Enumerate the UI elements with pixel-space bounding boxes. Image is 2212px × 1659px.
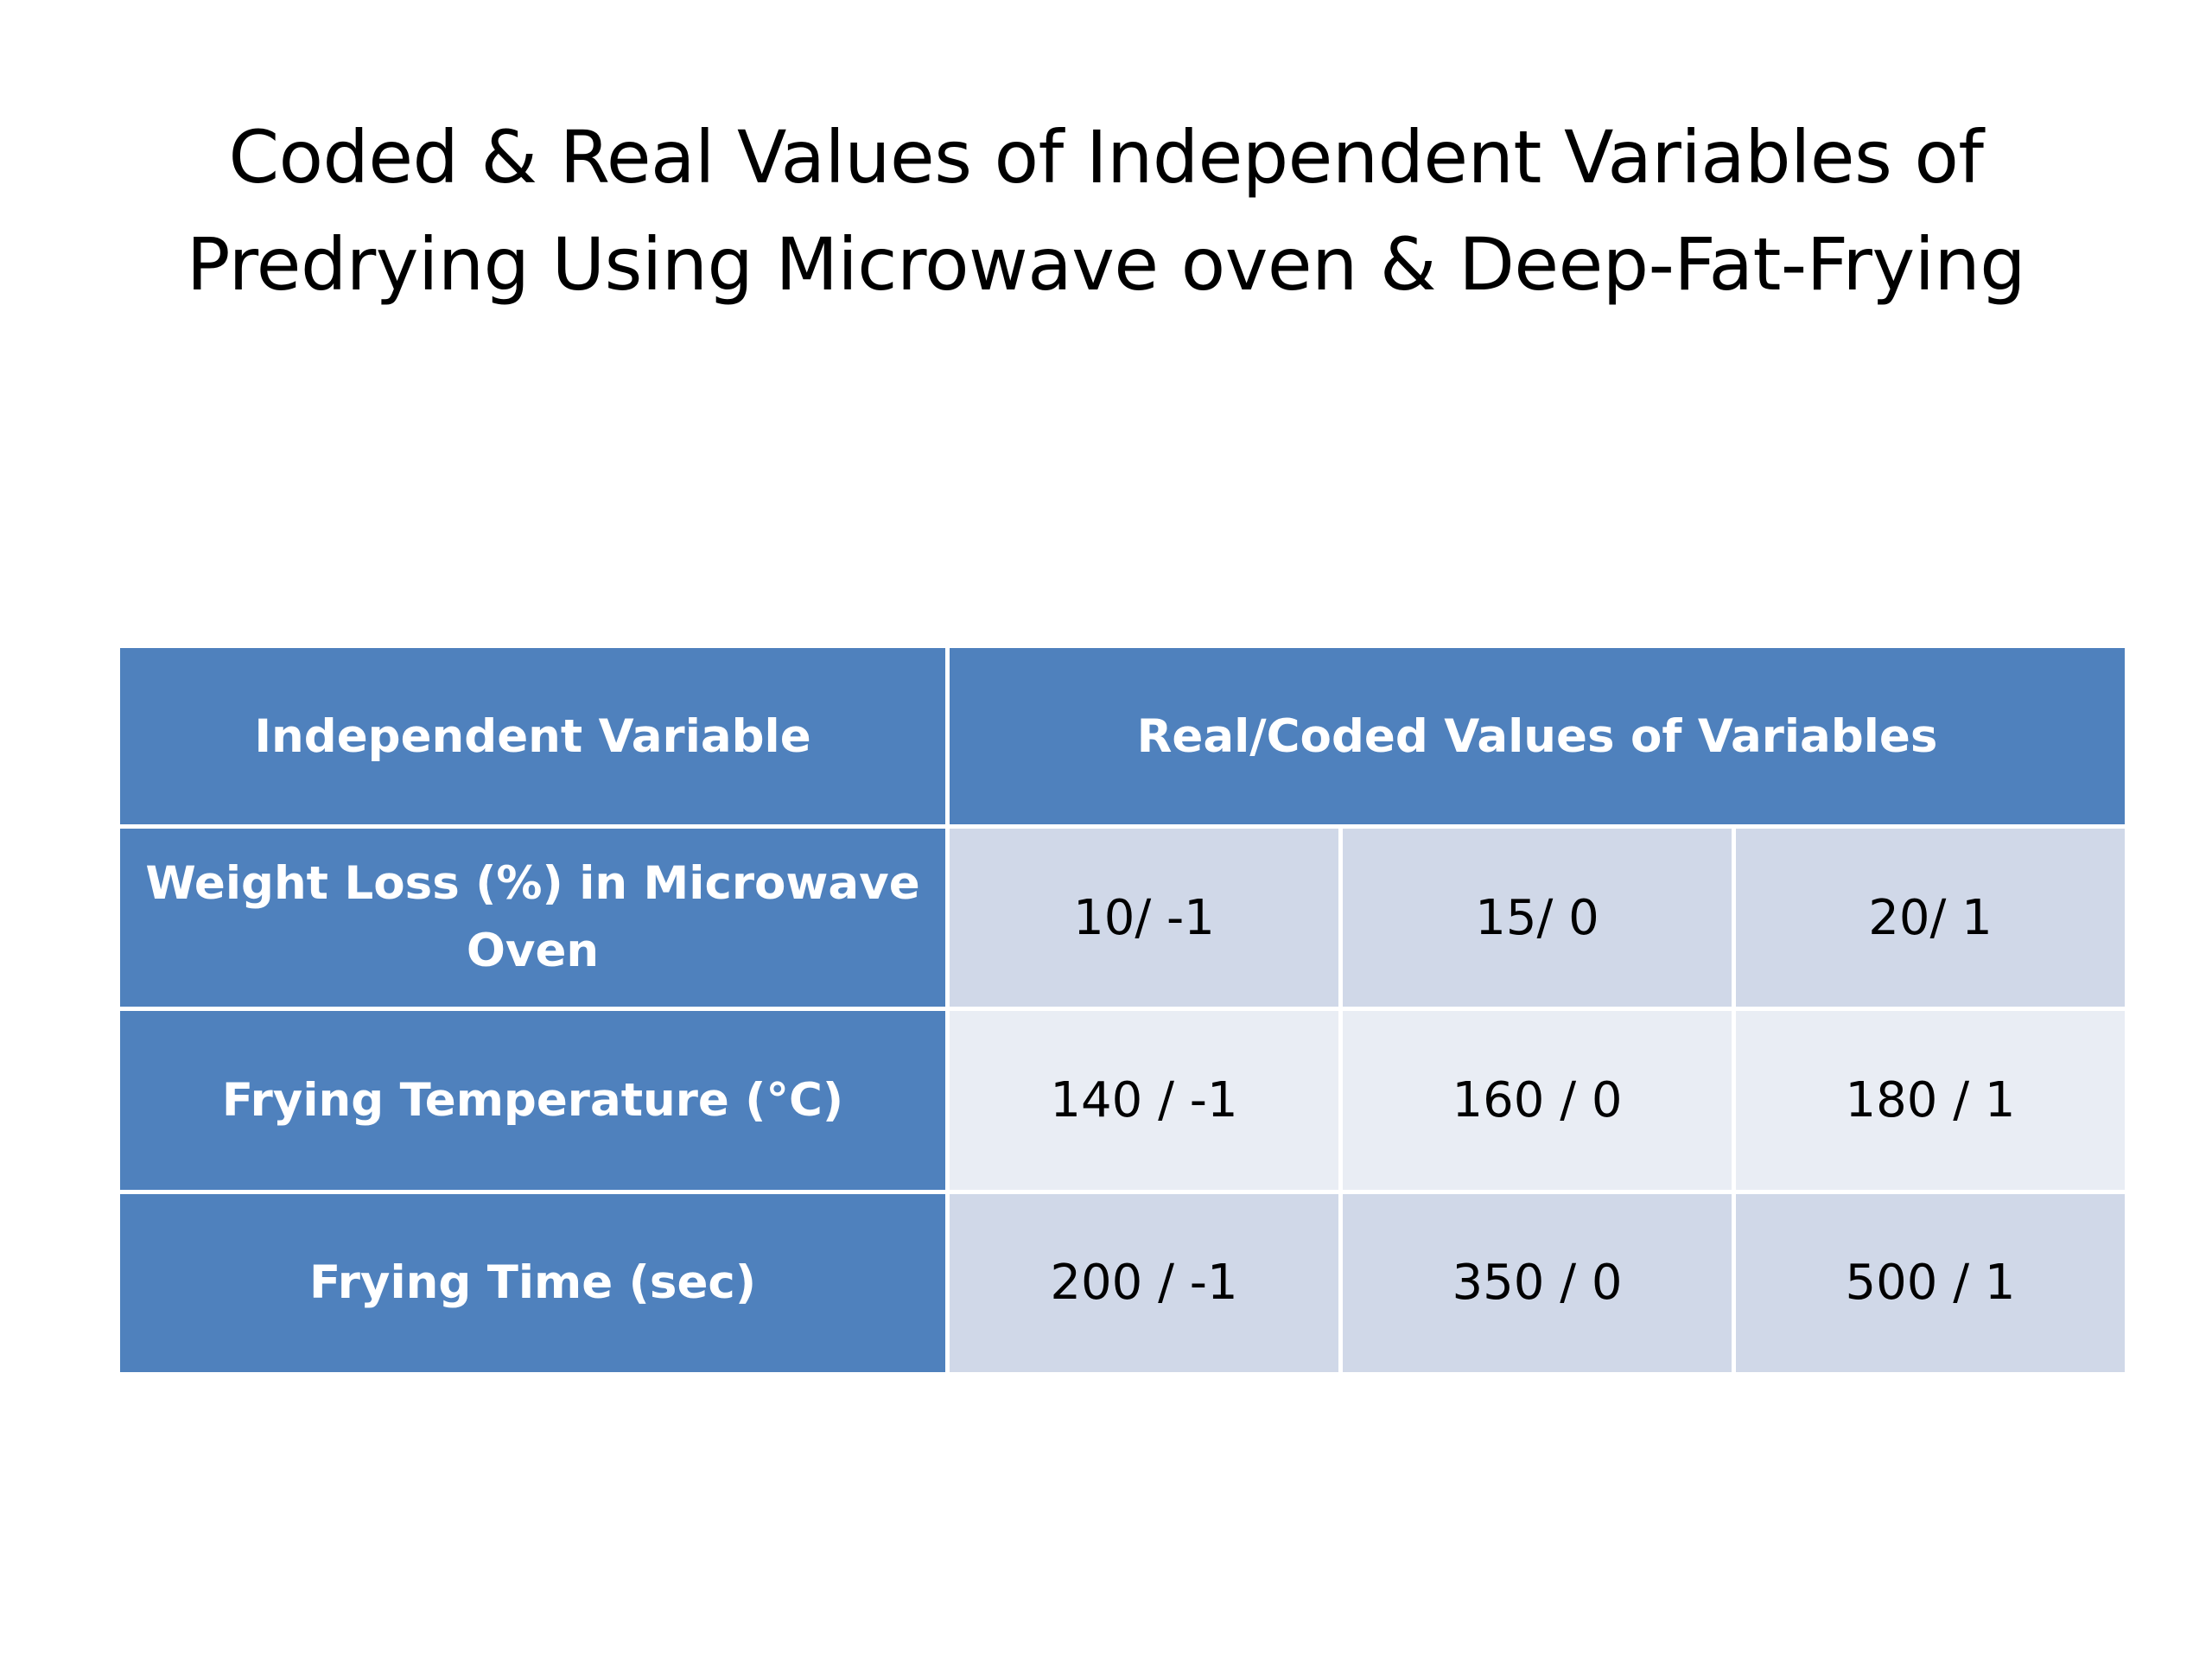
table-cell: 200 / -1 <box>945 1189 1343 1377</box>
table-cell: 350 / 0 <box>1338 1189 1736 1377</box>
table-header-row: Independent Variable Real/Coded Values o… <box>116 643 2130 830</box>
table-row: Frying Time (sec) 200 / -1 350 / 0 500 /… <box>116 1189 2130 1377</box>
table-row: Frying Temperature (°C) 140 / -1 160 / 0… <box>116 1007 2130 1194</box>
table-cell: 160 / 0 <box>1338 1007 1736 1194</box>
slide-title-line-1: Coded & Real Values of Independent Varia… <box>228 115 1984 200</box>
table-cell: 20/ 1 <box>1731 824 2130 1012</box>
row-label-frying-time: Frying Time (sec) <box>116 1189 950 1377</box>
row-label-weight-loss: Weight Loss (%) in Microwave Oven <box>116 824 950 1012</box>
slide-title: Coded & Real Values of Independent Varia… <box>0 104 2212 318</box>
variables-table: Independent Variable Real/Coded Values o… <box>116 643 2130 1377</box>
header-real-coded-values: Real/Coded Values of Variables <box>944 643 2130 830</box>
row-label-frying-temperature: Frying Temperature (°C) <box>116 1007 950 1194</box>
header-independent-variable: Independent Variable <box>116 643 950 830</box>
table-row: Weight Loss (%) in Microwave Oven 10/ -1… <box>116 824 2130 1012</box>
table-cell: 15/ 0 <box>1338 824 1736 1012</box>
slide-title-line-2: Predrying Using Microwave oven & Deep-Fa… <box>186 222 2026 307</box>
table-cell: 180 / 1 <box>1731 1007 2130 1194</box>
table-cell: 10/ -1 <box>945 824 1343 1012</box>
table-cell: 500 / 1 <box>1731 1189 2130 1377</box>
table-cell: 140 / -1 <box>945 1007 1343 1194</box>
